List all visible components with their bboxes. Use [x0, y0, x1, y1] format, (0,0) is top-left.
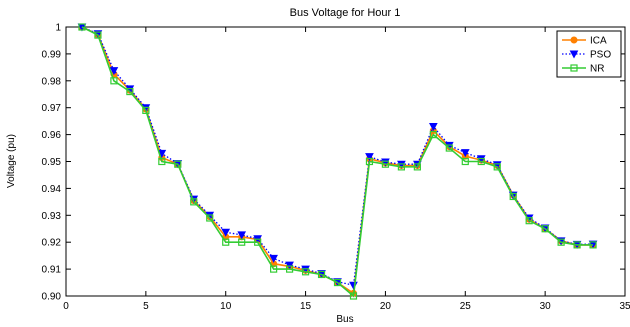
data-point	[477, 157, 485, 166]
legend: ICA PSO NR	[556, 30, 622, 78]
data-point	[317, 270, 326, 279]
legend-marker	[570, 64, 578, 72]
data-point	[286, 265, 294, 273]
x-tick-label: 20	[380, 301, 392, 312]
y-tick-label: 0.92	[42, 238, 62, 249]
data-point	[349, 292, 358, 300]
axis-ticks: 0 5 10 15 20 25 30 35 0.90 0.91 0.92 0.93 0.94 0.95 0.…	[42, 23, 630, 313]
legend-marker	[569, 50, 579, 59]
plot-area	[65, 26, 626, 297]
x-tick-label: 35	[619, 301, 630, 312]
series-layer	[77, 23, 598, 300]
y-tick-label: 1	[55, 23, 61, 34]
data-point	[221, 228, 231, 237]
y-tick-label: 0.99	[42, 49, 62, 60]
legend-label: ICA	[590, 36, 607, 47]
series-nr	[78, 23, 597, 300]
x-tick-label: 10	[220, 301, 232, 312]
data-point	[238, 238, 246, 246]
y-tick-label: 0.94	[42, 184, 62, 195]
data-point	[525, 217, 533, 225]
data-point	[222, 238, 230, 246]
data-point	[397, 163, 405, 171]
data-point	[110, 77, 118, 85]
y-tick-label: 0.98	[42, 76, 62, 87]
y-tick-label: 0.93	[42, 211, 62, 222]
data-point	[557, 238, 565, 246]
data-point	[142, 106, 150, 114]
data-point	[174, 160, 182, 168]
data-point	[460, 149, 470, 158]
data-point	[270, 265, 278, 273]
data-point	[589, 241, 597, 249]
data-point	[301, 268, 310, 276]
legend-label: PSO	[590, 50, 611, 61]
y-axis-label: Voltage (pu)	[6, 134, 17, 188]
y-tick-label: 0.95	[42, 157, 62, 168]
legend-marker	[570, 36, 578, 44]
x-tick-label: 15	[300, 301, 312, 312]
data-point	[429, 131, 437, 139]
x-axis-label: Bus	[336, 314, 353, 325]
data-point	[269, 254, 278, 263]
y-tick-label: 0.91	[42, 265, 62, 276]
data-point	[509, 192, 517, 201]
y-tick-label: 0.90	[42, 292, 62, 303]
data-point	[109, 67, 119, 76]
x-tick-label: 25	[460, 301, 472, 312]
y-tick-label: 0.96	[42, 130, 62, 141]
legend-label: NR	[590, 64, 604, 75]
data-point	[78, 23, 86, 31]
data-point	[285, 261, 294, 270]
data-point	[206, 214, 214, 222]
data-point	[254, 238, 262, 246]
data-point	[94, 31, 102, 39]
data-point	[541, 225, 549, 233]
data-point	[445, 144, 453, 152]
data-point	[413, 163, 421, 171]
data-point	[158, 157, 166, 166]
data-point	[493, 163, 501, 171]
data-point	[365, 157, 374, 166]
x-tick-label: 0	[63, 301, 69, 312]
data-point	[333, 278, 342, 287]
data-point	[237, 231, 247, 240]
x-tick-label: 30	[540, 301, 552, 312]
data-point	[573, 241, 581, 249]
data-point	[365, 153, 374, 162]
legend-box	[556, 30, 622, 78]
x-tick-label: 5	[143, 301, 149, 312]
data-point	[461, 157, 469, 166]
data-point	[126, 87, 134, 96]
data-point	[381, 160, 390, 168]
data-point	[429, 123, 438, 132]
chart-title: Bus Voltage for Hour 1	[290, 7, 401, 19]
series-line-nr	[81, 26, 594, 298]
data-point	[190, 198, 198, 206]
y-tick-label: 0.97	[42, 103, 62, 114]
